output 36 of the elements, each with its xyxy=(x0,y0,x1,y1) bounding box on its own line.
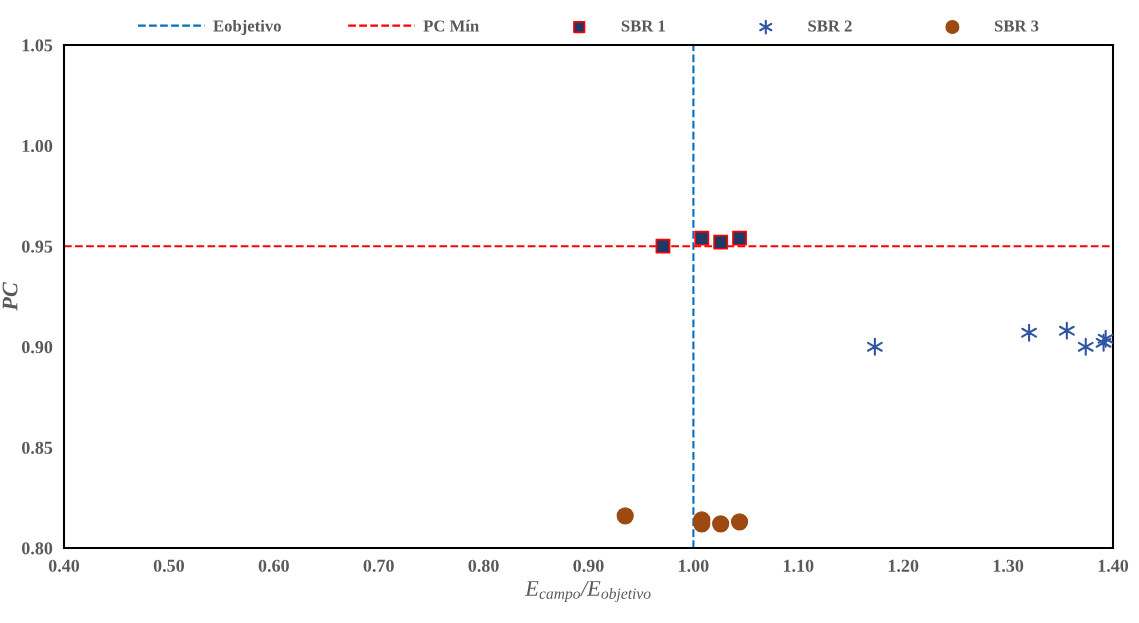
y-tick-label: 1.00 xyxy=(22,139,53,153)
x-tick-label: 0.80 xyxy=(468,559,499,572)
point xyxy=(730,513,749,531)
x-tick-label: 1.10 xyxy=(783,559,814,572)
point xyxy=(732,230,747,246)
y-tick-label: 0.80 xyxy=(21,542,53,555)
legend-label: SBR 2 xyxy=(808,20,852,32)
y-tick-label: 0.95 xyxy=(21,240,53,253)
point xyxy=(1097,329,1113,348)
x-axis-title: E$_{campo}$/E$_{objetivo}$ xyxy=(525,581,651,603)
point xyxy=(655,238,671,254)
point xyxy=(1058,321,1075,340)
y-tick-label: 0.90 xyxy=(21,341,53,354)
y-tick-label: 0.85 xyxy=(21,441,53,454)
x-tick-label: 0.50 xyxy=(153,559,185,572)
x-tick-label: 0.40 xyxy=(48,559,80,572)
x-tick-label: 1.40 xyxy=(1098,559,1129,572)
x-tick-label: 0.70 xyxy=(363,559,394,572)
legend-label: SBR 1 xyxy=(621,20,665,32)
y-axis-title: PC xyxy=(2,282,18,311)
x-tick-label: 1.20 xyxy=(888,559,919,572)
point xyxy=(1077,337,1094,356)
legend-label: PC Mín xyxy=(423,19,479,32)
x-tick-label: 0.90 xyxy=(573,559,604,572)
legend-label: Eobjetivo xyxy=(213,19,281,35)
point xyxy=(713,234,729,250)
y-tick-label: 1.05 xyxy=(22,39,53,52)
point xyxy=(866,337,883,356)
point xyxy=(694,230,710,246)
point xyxy=(1021,323,1037,342)
x-tick-label: 1.30 xyxy=(993,559,1024,572)
x-tick-label: 1.00 xyxy=(679,559,709,572)
point xyxy=(712,515,730,533)
x-tick-label: 0.60 xyxy=(258,559,289,572)
point xyxy=(616,507,634,525)
legend-label: SBR 3 xyxy=(994,20,1039,32)
